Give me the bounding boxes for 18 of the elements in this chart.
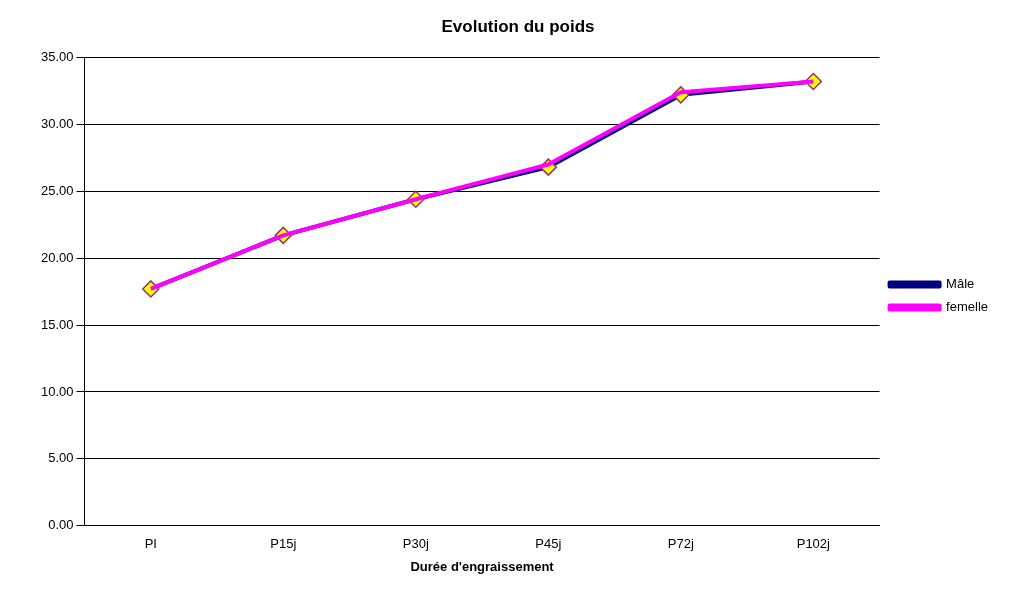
- x-tick-label: PI: [144, 536, 157, 552]
- y-tick-label: 20.00: [40, 249, 74, 265]
- y-tick-label: 10.00: [40, 383, 74, 399]
- legend-label: femelle: [946, 299, 989, 315]
- x-tick-label: P102j: [796, 536, 831, 552]
- y-tick-label: 25.00: [40, 182, 74, 198]
- y-tick-label: 5.00: [48, 450, 74, 466]
- x-tick-label: P30j: [402, 536, 429, 552]
- y-tick-label: 35.00: [40, 48, 74, 64]
- chart-title: Evolution du poids: [441, 16, 595, 36]
- x-axis-title: Durée d'engraissement: [410, 558, 555, 574]
- x-tick-label: P72j: [667, 536, 694, 552]
- legend-label: Mâle: [946, 276, 975, 292]
- x-tick-label: P15j: [270, 536, 297, 552]
- y-tick-label: 0.00: [48, 517, 74, 533]
- y-tick-label: 15.00: [40, 316, 74, 332]
- x-tick-label: P45j: [535, 536, 562, 552]
- y-tick-label: 30.00: [40, 115, 74, 131]
